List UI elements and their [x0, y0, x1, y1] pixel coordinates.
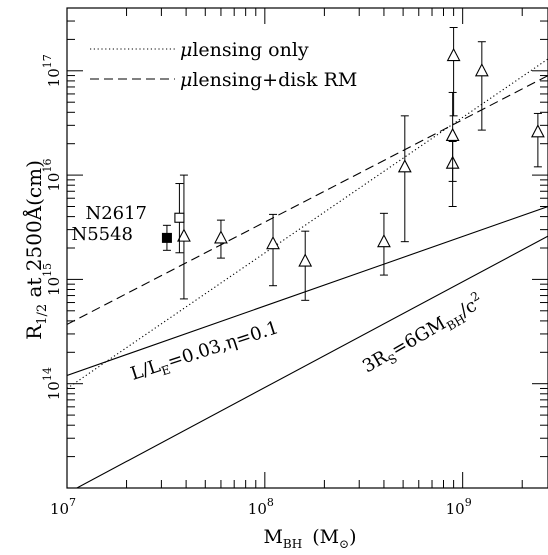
data-point-triangle-5	[397, 115, 412, 243]
marker-triangle	[446, 47, 461, 62]
y-tick-label: 1016	[41, 159, 63, 192]
data-point-triangle-9	[474, 41, 489, 131]
marker-filled-square	[161, 232, 172, 243]
marker-triangle	[445, 127, 460, 141]
data-point-triangle-8	[446, 27, 461, 117]
x-axis-title: MBH (M⊙)	[263, 526, 356, 551]
marker-triangle	[298, 253, 313, 267]
marker-triangle	[397, 159, 412, 173]
x-tick-label: 109	[446, 496, 472, 518]
label-n2617: N2617	[85, 203, 147, 224]
y-tick-label: 1014	[41, 367, 63, 400]
marker-triangle	[530, 124, 545, 138]
y-tick-label: 1015	[41, 263, 63, 296]
data-point-triangle-10	[530, 112, 545, 168]
model-line-solid-2	[67, 205, 548, 376]
marker-triangle	[266, 235, 280, 250]
marker-triangle	[377, 233, 391, 248]
x-tick-label: 107	[50, 496, 76, 518]
axis-ticks	[66, 7, 548, 489]
data-points	[161, 27, 545, 301]
legend: μlensing only μlensing+disk RM	[90, 39, 357, 91]
y-axis-title: R1/2 at 2500Å(cm)	[21, 160, 50, 340]
data-point-triangle-4	[377, 212, 391, 276]
model-line-solid-3	[75, 235, 548, 488]
marker-triangle	[474, 63, 489, 77]
label-n5548: N5548	[71, 224, 133, 245]
legend-label-dotted: μlensing only	[180, 39, 309, 61]
data-point-triangle-7	[445, 91, 460, 182]
x-tick-label: 108	[248, 496, 274, 518]
legend-label-dashed: μlensing+disk RM	[180, 69, 357, 91]
data-point-triangle-1	[214, 219, 228, 259]
data-point-triangle-0	[177, 174, 191, 300]
marker-triangle	[214, 230, 228, 244]
marker-triangle	[177, 228, 191, 242]
y-tick-label: 1017	[41, 54, 63, 87]
model-line-dashed-1	[67, 75, 548, 325]
tick-labels: 107 108 109 1014 1015 1016 1017	[41, 54, 472, 518]
model-lines	[67, 58, 548, 488]
data-point-filled-square-0	[161, 224, 172, 251]
data-point-open-square-0	[174, 183, 185, 254]
marker-open-square	[174, 212, 185, 223]
annotation-eddington: L/LE=0.03,η=0.1	[128, 317, 282, 387]
data-point-triangle-2	[266, 213, 280, 287]
data-point-triangle-3	[298, 230, 313, 301]
